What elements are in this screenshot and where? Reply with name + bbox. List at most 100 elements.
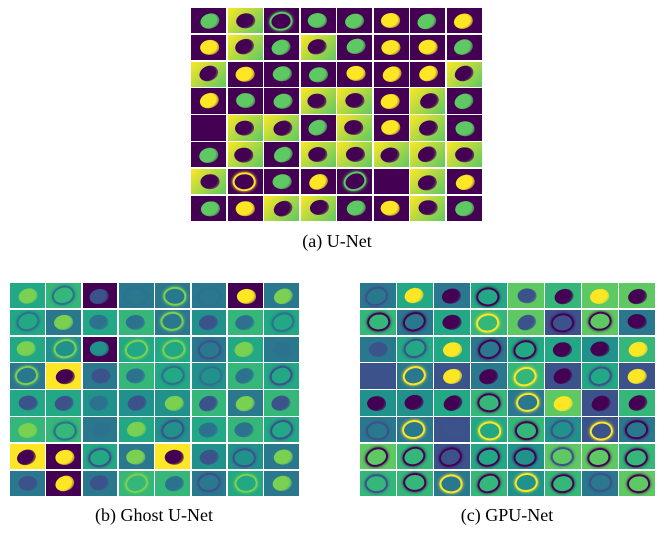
feature-map-blob [627,313,648,331]
feature-map-tile [191,195,227,221]
feature-map-tile [508,309,544,336]
feature-map-blob [159,363,186,388]
feature-map-blob [380,38,402,57]
feature-map-blob [402,392,426,413]
feature-map-blob [455,120,476,137]
feature-map-blob [441,366,464,387]
feature-map-blob [366,395,387,412]
feature-map-tile [410,88,446,114]
feature-map-blob [270,473,293,494]
feature-map-blob [233,420,255,439]
feature-map-blob [271,91,294,111]
feature-map-blob [233,313,257,333]
feature-map-tile [264,168,300,195]
feature-map-blob [270,117,294,139]
feature-map-blob [380,173,402,191]
feature-map-blob [584,444,614,470]
feature-map-tile [410,168,446,195]
feature-map-tile [471,336,507,362]
feature-map-tile [227,8,263,34]
feature-map-tile [434,390,470,416]
feature-map-tile [264,34,300,61]
feature-map-blob [625,472,653,496]
feature-map-tile [191,168,227,195]
feature-map-blob [415,142,439,165]
feature-map-tile [545,390,581,416]
feature-map-tile [155,336,191,362]
feature-map-blob [270,143,295,166]
feature-map-tile [360,283,396,309]
feature-map-tile [300,115,336,141]
feature-map-blob [233,472,260,496]
feature-map-blob [265,363,295,389]
feature-map-blob [53,447,76,467]
feature-map-blob [380,63,405,86]
feature-map-blob [197,90,221,112]
feature-map-tile [155,309,191,336]
feature-map-blob [234,11,257,30]
feature-map-blob [452,90,477,113]
feature-map-tile [155,470,191,496]
feature-map-blob [308,197,331,218]
feature-map-tile [434,283,470,309]
feature-map-blob [123,285,149,307]
feature-map-tile [155,443,191,470]
feature-map-tile [264,336,299,362]
feature-map-blob [198,38,220,57]
feature-map-blob [87,285,111,307]
caption-ghost-unet: (b) Ghost U-Net [95,505,213,525]
feature-map-blob [197,313,220,333]
feature-map-blob [401,471,428,494]
feature-map-blob [379,145,402,165]
feature-map-blob [589,392,613,415]
feature-map-tile [191,115,227,141]
feature-map-tile [373,88,409,114]
feature-map-tile [10,390,45,416]
feature-map-blob [473,311,502,336]
feature-map-blob [451,36,476,59]
feature-map-blob [342,10,366,31]
feature-map-tile [582,283,618,309]
feature-map-blob [197,446,221,467]
feature-map-blob [344,198,368,219]
feature-map-tile [227,168,263,195]
feature-map-blob [162,393,185,413]
feature-map-blob [514,390,542,415]
caption-unet: (a) U-Net [302,231,372,251]
feature-map-blob [267,309,297,336]
feature-map-tile [227,195,263,221]
feature-map-tile [471,390,507,416]
feature-map-blob [271,285,295,307]
feature-map-blob [52,313,75,333]
feature-map-tile [46,443,82,470]
feature-map-tile [397,443,433,470]
feature-map-blob [417,199,439,217]
feature-map-blob [417,90,441,112]
feature-map-blob [306,170,331,193]
feature-map-blob [307,144,329,164]
feature-map-tile [118,443,154,470]
feature-map-tile [397,309,433,336]
feature-map-tile [46,390,82,416]
feature-map-blob [88,314,109,332]
feature-map-blob [122,336,151,362]
feature-map-blob [474,336,505,362]
feature-map-blob [162,473,186,495]
feature-map-blob [363,472,390,495]
feature-map-blob [122,470,151,496]
feature-map-tile [508,336,544,362]
feature-map-tile [264,115,300,141]
feature-map-tile [264,417,299,443]
feature-map-tile [545,417,581,443]
feature-map-tile [10,470,45,496]
feature-map-tile [508,390,544,416]
feature-map-blob [340,168,370,195]
feature-map-blob [50,336,79,362]
feature-map-blob [400,336,430,362]
feature-map-blob [415,172,439,193]
feature-map-blob [16,285,40,306]
feature-map-tile [191,336,227,362]
feature-map-tile [264,142,300,168]
feature-map-tile [337,61,373,87]
feature-map-blob [232,36,257,58]
